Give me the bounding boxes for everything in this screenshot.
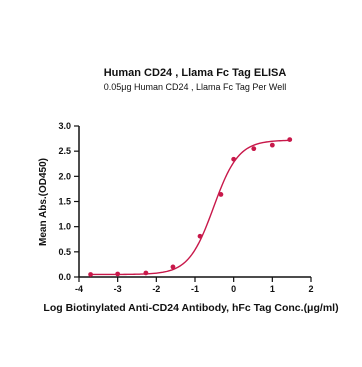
axes [78,126,311,278]
y-axis-ticks: 0.0 0.5 1.0 1.5 2.0 2.5 3.0 [58,121,79,282]
x-tick-label: 1 [270,284,275,294]
y-tick-label: 0.5 [58,247,71,257]
fit-curve [88,139,292,276]
data-point [218,192,224,197]
x-tick-label: -1 [191,284,199,294]
x-tick-label: -4 [75,284,83,294]
x-tick-label: -3 [114,284,122,294]
data-point [170,264,176,270]
y-tick-label: 2.5 [58,146,71,156]
y-tick-label: 1.5 [58,197,71,207]
y-tick-label: 3.0 [58,121,71,131]
x-tick-label: 2 [308,284,313,294]
x-tick-label: 0 [231,284,236,294]
data-point [115,271,121,277]
data-point [251,146,257,152]
chart-subtitle: 0.05μg Human CD24 , Llama Fc Tag Per Wel… [104,82,286,92]
x-tick-label: -2 [152,284,160,294]
chart-title: Human CD24 , Llama Fc Tag ELISA [104,67,287,79]
data-points [88,137,293,277]
y-tick-label: 0.0 [58,272,71,282]
data-point [231,156,237,162]
data-point [88,272,93,277]
data-point [197,233,203,239]
data-point [143,270,149,276]
x-axis-label: Log Biotinylated Anti-CD24 Antibody, hFc… [43,302,338,314]
x-axis-ticks: -4 -3 -2 -1 0 1 2 [75,277,314,294]
y-axis-label: Mean Abs.(OD450) [38,158,49,246]
y-tick-label: 1.0 [58,222,71,232]
data-point [269,142,275,148]
y-tick-label: 2.0 [58,171,71,181]
data-point [287,137,293,142]
